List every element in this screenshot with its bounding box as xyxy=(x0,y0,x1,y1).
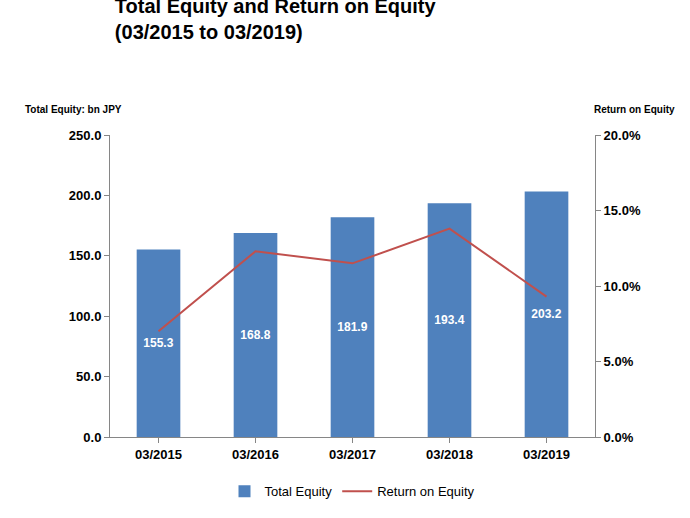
svg-text:168.8: 168.8 xyxy=(240,328,270,342)
svg-text:193.4: 193.4 xyxy=(434,313,464,327)
svg-text:15.0%: 15.0% xyxy=(604,203,641,218)
svg-text:Total Equity: Total Equity xyxy=(265,484,333,499)
svg-text:03/2016: 03/2016 xyxy=(232,447,279,462)
svg-text:181.9: 181.9 xyxy=(337,320,367,334)
svg-text:Total Equity: bn JPY: Total Equity: bn JPY xyxy=(25,104,122,115)
svg-text:200.0: 200.0 xyxy=(69,188,102,203)
svg-text:100.0: 100.0 xyxy=(69,309,102,324)
svg-text:03/2019: 03/2019 xyxy=(523,447,570,462)
svg-text:250.0: 250.0 xyxy=(69,128,102,143)
svg-text:03/2017: 03/2017 xyxy=(329,447,376,462)
svg-text:50.0: 50.0 xyxy=(76,369,101,384)
svg-text:203.2: 203.2 xyxy=(531,307,561,321)
svg-text:0.0: 0.0 xyxy=(83,430,101,445)
svg-text:Return on Equity: Return on Equity xyxy=(594,104,675,115)
svg-text:Total Equity and Return on Equ: Total Equity and Return on Equity(03/201… xyxy=(115,0,437,43)
svg-text:10.0%: 10.0% xyxy=(604,279,641,294)
svg-text:0.0%: 0.0% xyxy=(604,430,634,445)
svg-text:5.0%: 5.0% xyxy=(604,354,634,369)
svg-text:03/2018: 03/2018 xyxy=(426,447,473,462)
svg-text:03/2015: 03/2015 xyxy=(135,447,182,462)
svg-text:20.0%: 20.0% xyxy=(604,128,641,143)
svg-text:150.0: 150.0 xyxy=(69,248,102,263)
svg-text:Return on Equity: Return on Equity xyxy=(377,484,474,499)
svg-text:155.3: 155.3 xyxy=(143,336,173,350)
